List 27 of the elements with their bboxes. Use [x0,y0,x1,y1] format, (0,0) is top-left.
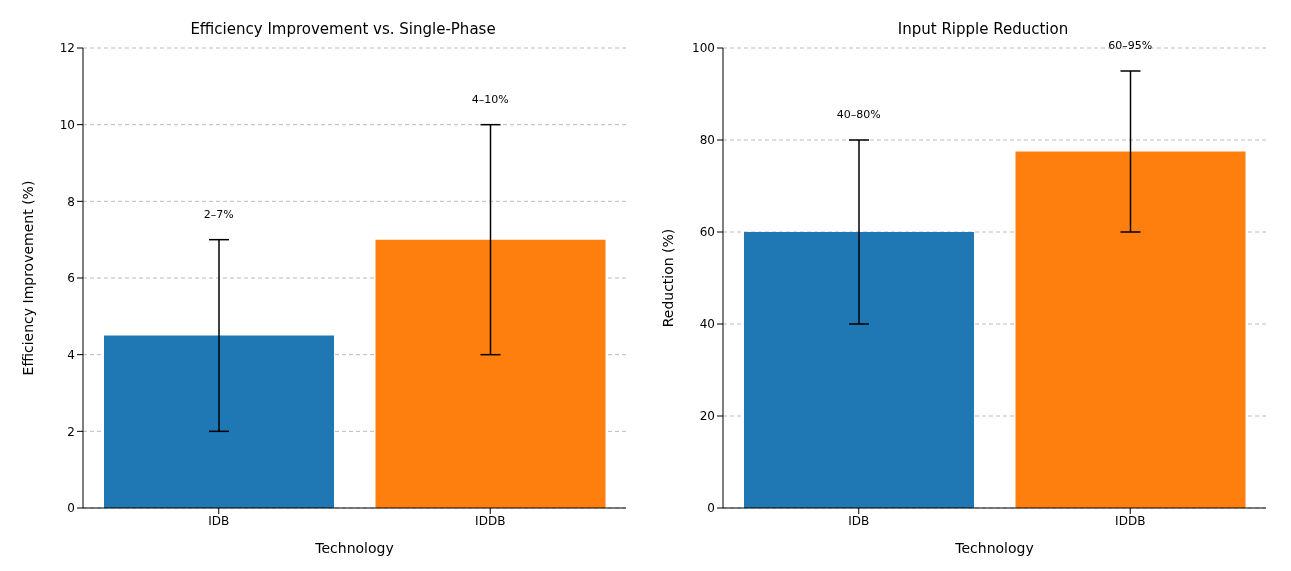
annotation: 60–95% [1108,39,1153,52]
y-tick-label: 12 [59,41,75,56]
y-tick-label: 4 [67,347,75,362]
x-tick-label: IDDB [475,513,506,528]
x-tick-label: IDB [848,513,870,528]
annotation: 2–7% [203,207,234,221]
x-axis-title: Technology [954,540,1034,556]
y-tick-label: 80 [699,133,715,148]
y-tick-label: 8 [67,194,75,209]
y-tick-label: 2 [67,424,75,439]
y-tick-label: 60 [699,225,715,240]
x-axis-title: Technology [314,540,394,556]
y-axis-title: Efficiency Improvement (%) [19,180,36,376]
y-tick-label: 0 [707,501,715,516]
annotation: 40–80% [836,108,881,121]
y-tick-label: 10 [59,117,75,132]
x-tick-label: IDDB [1115,513,1146,528]
chart-title: Input Ripple Reduction [896,20,1070,38]
annotation: 4–10% [471,92,509,106]
y-tick-label: 20 [699,409,715,424]
y-tick-label: 40 [699,317,715,332]
y-axis-title: Reduction (%) [659,228,676,328]
y-tick-label: 100 [692,41,715,56]
y-tick-label: 6 [67,271,75,286]
chart-title: Efficiency Improvement vs. Single-Phase [189,20,497,38]
x-tick-label: IDB [208,513,230,528]
y-tick-label: 0 [67,501,75,516]
